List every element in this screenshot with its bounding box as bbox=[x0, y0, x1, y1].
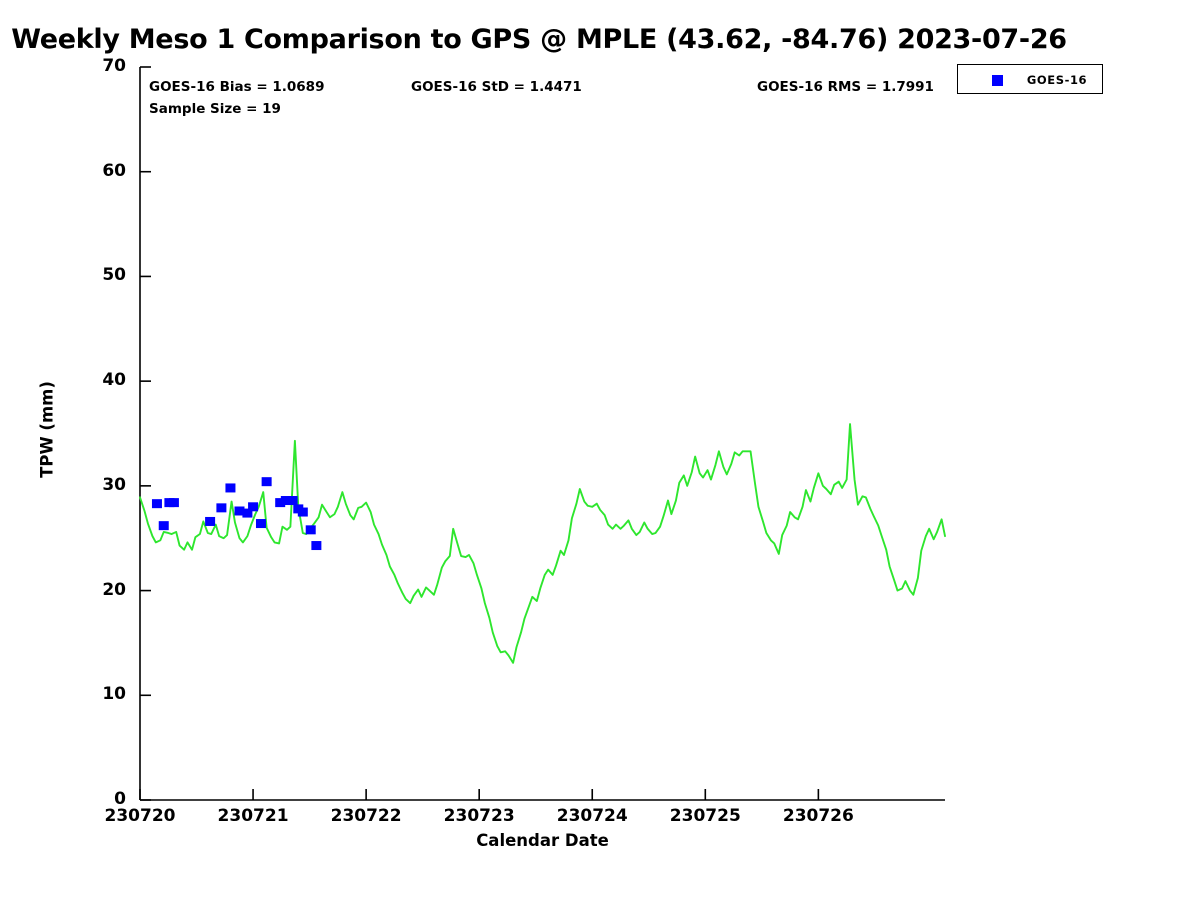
x-tick-label: 230725 bbox=[669, 806, 741, 826]
page-title: Weekly Meso 1 Comparison to GPS @ MPLE (… bbox=[11, 24, 1067, 55]
x-tick-label: 230724 bbox=[556, 806, 628, 826]
data-point-marker bbox=[242, 508, 253, 518]
stat-std: GOES-16 StD = 1.4471 bbox=[411, 79, 582, 95]
data-point-marker bbox=[158, 521, 169, 531]
y-tick-label: 20 bbox=[102, 579, 126, 600]
legend-marker-goes16 bbox=[992, 75, 1003, 86]
data-series bbox=[139, 423, 946, 664]
data-point-marker bbox=[261, 477, 272, 487]
data-point-marker bbox=[248, 502, 259, 512]
data-point-marker bbox=[297, 507, 308, 517]
y-tick-label: 30 bbox=[102, 474, 126, 495]
data-point-marker bbox=[305, 525, 316, 535]
y-tick-label: 0 bbox=[114, 789, 126, 809]
y-tick-label: 60 bbox=[102, 160, 126, 181]
data-point-marker bbox=[275, 498, 286, 508]
series-line-gps bbox=[139, 423, 946, 664]
y-tick-label: 50 bbox=[102, 265, 126, 286]
x-tick-label: 230723 bbox=[443, 806, 515, 826]
data-point-marker bbox=[311, 541, 322, 551]
legend[interactable]: GOES-16 bbox=[957, 64, 1103, 94]
data-point-marker bbox=[216, 503, 227, 513]
series-scatter-goes16 bbox=[151, 477, 322, 551]
x-tick-label: 230720 bbox=[104, 806, 176, 826]
y-axis-label: TPW (mm) bbox=[37, 381, 57, 478]
x-tick-label: 230721 bbox=[217, 806, 289, 826]
y-tick-label: 70 bbox=[102, 56, 126, 76]
data-point-marker bbox=[225, 483, 236, 493]
data-point-marker bbox=[205, 516, 216, 526]
data-point-marker bbox=[287, 496, 298, 506]
data-point-marker bbox=[234, 506, 245, 516]
data-point-marker bbox=[280, 496, 291, 506]
x-axis-label: Calendar Date bbox=[476, 831, 609, 850]
data-point-marker bbox=[168, 498, 179, 508]
stat-sample-size: Sample Size = 19 bbox=[149, 101, 281, 117]
stat-bias: GOES-16 Bias = 1.0689 bbox=[149, 79, 325, 95]
x-tick-label: 230726 bbox=[782, 806, 854, 826]
stat-rms: GOES-16 RMS = 1.7991 bbox=[757, 79, 934, 95]
x-tick-label: 230722 bbox=[330, 806, 402, 826]
legend-label-goes16: GOES-16 bbox=[1026, 73, 1088, 87]
data-point-marker bbox=[255, 519, 266, 529]
axes bbox=[139, 66, 945, 801]
y-tick-label: 40 bbox=[102, 370, 126, 391]
y-tick-label: 10 bbox=[102, 684, 126, 705]
data-point-marker bbox=[151, 499, 162, 509]
